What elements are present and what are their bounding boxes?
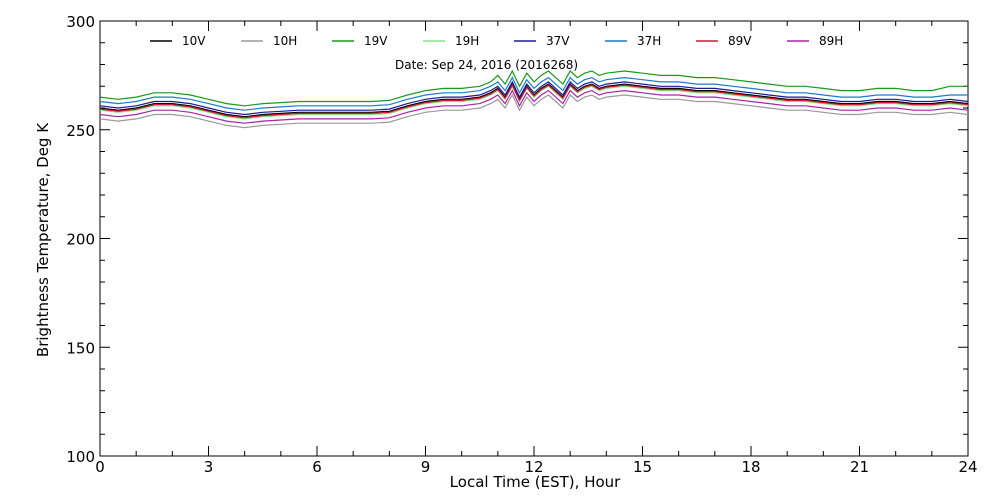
x-axis-title: Local Time (EST), Hour — [450, 473, 621, 491]
legend-label-10h: 10H — [273, 34, 297, 48]
x-axis: 0 3 6 9 12 15 18 21 24 — [95, 21, 978, 476]
plot-frame — [99, 20, 969, 457]
legend-label-10v: 10V — [182, 34, 206, 48]
y-axis-title: Brightness Temperature, Deg K — [34, 122, 52, 357]
series-line-19v — [99, 69, 968, 107]
y-tick-label: 150 — [66, 339, 95, 357]
legend-label-37v: 37V — [546, 34, 570, 48]
x-tick-label: 21 — [850, 458, 869, 476]
y-axis: 100 150 200 250 300 — [66, 13, 968, 466]
legend-label-19v: 19V — [364, 34, 388, 48]
series-line-10v — [99, 82, 969, 118]
x-tick-label: 0 — [95, 458, 105, 476]
y-tick-label: 300 — [66, 13, 95, 31]
legend-label-37h: 37H — [637, 34, 661, 48]
series-line-19h — [99, 84, 969, 120]
series-line-10h — [99, 93, 969, 129]
x-tick-label: 24 — [958, 458, 977, 476]
series-lines — [99, 69, 969, 129]
legend: 10V 10H 19V 19H 37V 37H 89V 89H — [150, 34, 843, 48]
legend-label-19h: 19H — [455, 34, 479, 48]
x-tick-label: 9 — [421, 458, 431, 476]
series-line-37v — [99, 80, 969, 116]
x-tick-label: 12 — [524, 458, 543, 476]
x-tick-label: 15 — [633, 458, 652, 476]
date-annotation: Date: Sep 24, 2016 (2016268) — [395, 58, 578, 72]
series-line-37h — [99, 76, 968, 111]
y-tick-label: 100 — [66, 448, 95, 466]
series-line-89v — [99, 83, 969, 119]
x-tick-label: 18 — [741, 458, 760, 476]
x-tick-label: 3 — [204, 458, 214, 476]
legend-label-89v: 89V — [728, 34, 752, 48]
y-tick-label: 250 — [66, 122, 95, 140]
plot-border — [99, 20, 969, 457]
x-tick-label: 6 — [312, 458, 322, 476]
legend-label-89h: 89H — [819, 34, 843, 48]
series-line-89h — [99, 89, 969, 124]
y-tick-label: 200 — [66, 231, 95, 249]
